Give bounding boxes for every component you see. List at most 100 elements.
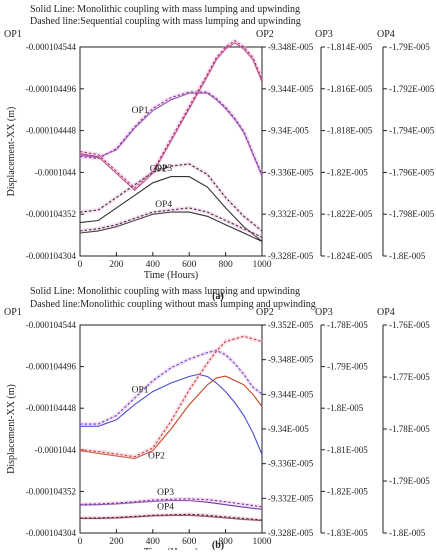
series-label-op4: OP4 bbox=[157, 502, 174, 512]
y-tick-label-op4: -1.798E-005 bbox=[389, 209, 435, 219]
x-tick-label: 0 bbox=[78, 260, 83, 270]
legend-line: Solid Line: Monolithic coupling with mas… bbox=[30, 286, 300, 297]
series-line-op3-solid bbox=[79, 500, 263, 510]
series-label-op1: OP1 bbox=[132, 386, 149, 396]
y-tick-label-op4: -1.796E-005 bbox=[389, 167, 435, 177]
y-tick-label-op2: -9.352E-005 bbox=[268, 320, 314, 330]
y-tick-label-op1: -0.000104544 bbox=[26, 42, 77, 52]
x-tick-label: 1000 bbox=[253, 537, 272, 547]
y-tick-label-op4: -1.76E-005 bbox=[389, 320, 430, 330]
y-tick-label-op3: -1.81E-005 bbox=[327, 445, 368, 455]
series-line-op1-dashed bbox=[79, 91, 263, 176]
panel-caption: (b) bbox=[212, 540, 224, 550]
series-label-op2: OP2 bbox=[150, 165, 167, 175]
series-line-op3-dashed bbox=[79, 163, 263, 232]
y-tick-label-op2: -9.336E-005 bbox=[268, 167, 314, 177]
series-label-op3: OP3 bbox=[155, 164, 172, 174]
y-tick-label-op2: -9.328E-005 bbox=[268, 528, 314, 538]
series-line-op4-solid bbox=[79, 211, 263, 242]
axis-name-op4: OP4 bbox=[377, 307, 395, 318]
y-tick-label-op3: -1.818E-005 bbox=[327, 126, 373, 136]
axis-name-op3: OP3 bbox=[315, 307, 333, 318]
series-line-op4-dashed bbox=[80, 513, 263, 521]
y-tick-label-op1: -0.000104304 bbox=[26, 528, 77, 538]
y-tick-label-op2: -9.332E-005 bbox=[268, 493, 314, 503]
y-tick-label-op2: -9.344E-005 bbox=[268, 84, 314, 94]
y-tick-label-op1: -0.0001044 bbox=[35, 445, 77, 455]
y-tick-label-op1: -0.000104496 bbox=[26, 84, 77, 94]
x-tick-label: 800 bbox=[218, 537, 233, 547]
y-tick-label-op4: -1.794E-005 bbox=[389, 126, 435, 136]
y-tick-label-op4: -1.8E-005 bbox=[389, 528, 426, 538]
y-tick-label-op2: -9.332E-005 bbox=[268, 209, 314, 219]
y-tick-label-op1: -0.000104544 bbox=[26, 320, 77, 330]
y-tick-label-op2: -9.348E-005 bbox=[268, 42, 314, 52]
x-tick-label: 200 bbox=[109, 537, 124, 547]
y-axis-title: Displacement-XX (m) bbox=[6, 107, 17, 197]
x-tick-label: 0 bbox=[78, 537, 83, 547]
y-tick-label-op3: -1.8E-005 bbox=[327, 403, 364, 413]
series-line-op2-solid bbox=[79, 375, 263, 460]
axis-name-op4: OP4 bbox=[377, 29, 395, 40]
y-tick-label-op4: -1.8E-005 bbox=[389, 251, 426, 261]
x-tick-label: 1000 bbox=[253, 260, 272, 270]
series-line-op1-dashed bbox=[80, 349, 263, 425]
y-tick-label-op3: -1.79E-005 bbox=[327, 362, 368, 372]
y-tick-label-op1: -0.000104448 bbox=[26, 403, 77, 413]
y-tick-label-op3: -1.816E-005 bbox=[327, 84, 373, 94]
axis-name-op1: OP1 bbox=[4, 29, 22, 40]
series-group bbox=[79, 38, 264, 242]
chart-panel-a: Solid Line: Monolithic coupling with mas… bbox=[4, 4, 435, 302]
y-tick-label-op3: -1.82E-005 bbox=[327, 486, 368, 496]
legend-line: Dashed line:Monolithic coupling without … bbox=[30, 299, 316, 310]
y-tick-label-op3: -1.78E-005 bbox=[327, 320, 368, 330]
y-tick-label-op4: -1.792E-005 bbox=[389, 84, 435, 94]
x-tick-label: 400 bbox=[146, 260, 161, 270]
y-tick-label-op1: -0.000104352 bbox=[26, 486, 76, 496]
x-tick-label: 400 bbox=[146, 537, 161, 547]
series-line-op2-dashed bbox=[79, 40, 263, 189]
y-tick-label-op2: -9.34E-005 bbox=[268, 126, 309, 136]
series-label-op1: OP1 bbox=[132, 106, 149, 116]
y-tick-label-op2: -9.34E-005 bbox=[268, 424, 309, 434]
x-tick-label: 200 bbox=[109, 260, 124, 270]
y-tick-label-op3: -1.824E-005 bbox=[327, 251, 373, 261]
x-tick-label: 800 bbox=[218, 260, 233, 270]
y-tick-label-op3: -1.83E-005 bbox=[327, 528, 368, 538]
series-line-op2-dashed bbox=[79, 335, 263, 458]
y-tick-label-op2: -9.348E-005 bbox=[268, 355, 314, 365]
axis-name-op3: OP3 bbox=[315, 29, 333, 40]
y-tick-label-op1: -0.000104496 bbox=[26, 362, 77, 372]
axis-name-op1: OP1 bbox=[4, 307, 22, 318]
y-tick-label-op3: -1.814E-005 bbox=[327, 42, 373, 52]
series-line-op4-dashed bbox=[79, 207, 263, 238]
series-line-op3-dashed bbox=[79, 498, 263, 508]
y-tick-label-op3: -1.82E-005 bbox=[327, 167, 368, 177]
series-band-op2 bbox=[79, 334, 263, 459]
y-tick-label-op4: -1.79E-005 bbox=[389, 476, 430, 486]
axis-name-op2: OP2 bbox=[256, 29, 274, 40]
legend-line: Solid Line: Monolithic coupling with mas… bbox=[30, 4, 300, 15]
y-tick-label-op3: -1.822E-005 bbox=[327, 209, 373, 219]
y-tick-label-op1: -0.0001044 bbox=[35, 167, 77, 177]
axis-name-op2: OP2 bbox=[256, 307, 274, 318]
y-tick-label-op2: -9.344E-005 bbox=[268, 389, 314, 399]
y-tick-label-op1: -0.000104352 bbox=[26, 209, 76, 219]
y-tick-label-op2: -9.328E-005 bbox=[268, 251, 314, 261]
series-line-op3-solid bbox=[79, 176, 263, 242]
x-tick-label: 600 bbox=[182, 260, 197, 270]
series-label-op4: OP4 bbox=[155, 200, 172, 210]
y-tick-label-op1: -0.000104448 bbox=[26, 126, 77, 136]
y-tick-label-op4: -1.79E-005 bbox=[389, 42, 430, 52]
y-tick-label-op4: -1.78E-005 bbox=[389, 424, 430, 434]
chart-panel-b: Solid Line: Monolithic coupling with mas… bbox=[4, 286, 430, 555]
x-tick-label: 600 bbox=[182, 537, 197, 547]
panel-caption: (a) bbox=[212, 291, 224, 302]
legend-line: Dashed line:Sequential coupling with mas… bbox=[30, 16, 301, 27]
series-band-op1 bbox=[80, 348, 264, 427]
series-line-op1-solid bbox=[80, 373, 263, 455]
y-tick-label-op2: -9.336E-005 bbox=[268, 459, 314, 469]
series-line-op2-solid bbox=[79, 42, 263, 191]
y-tick-label-op4: -1.77E-005 bbox=[389, 372, 430, 382]
